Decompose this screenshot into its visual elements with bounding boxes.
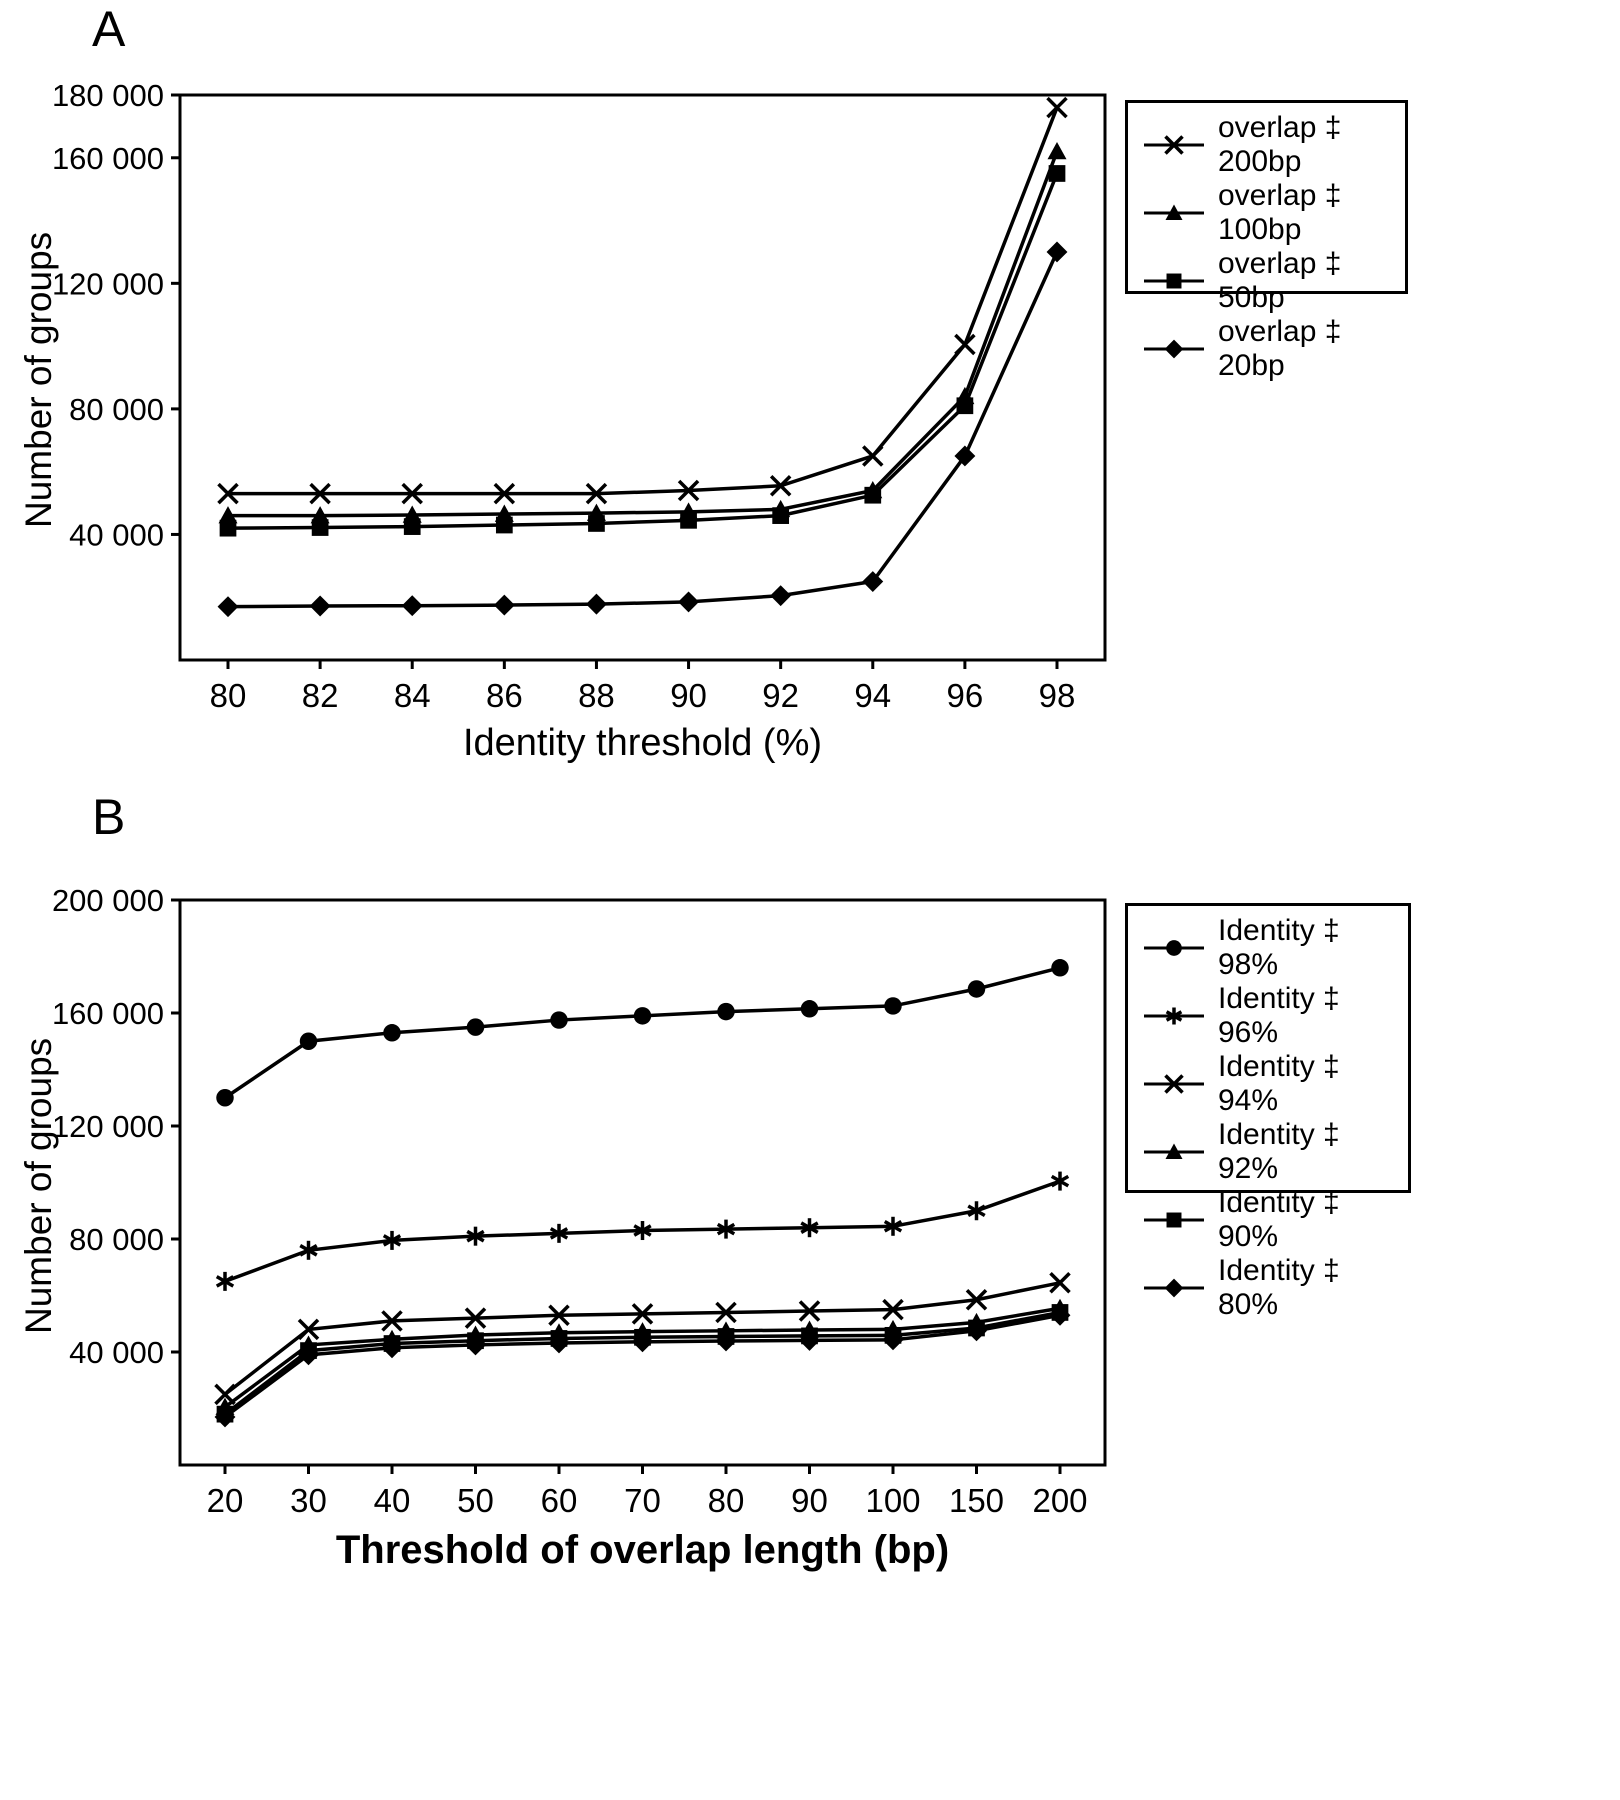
x-tick-label: 90: [791, 1482, 828, 1519]
series-diamond: [217, 241, 1068, 618]
legend-label: overlap ‡ 200bp: [1218, 111, 1342, 178]
y-tick-label: 40 000: [69, 1335, 164, 1370]
asterisk-marker-icon: [1144, 1007, 1204, 1025]
legend-item: Identity ‡ 92%: [1142, 1118, 1394, 1186]
y-tick-label: 160 000: [52, 141, 164, 176]
y-tick-label: 160 000: [52, 996, 164, 1031]
x-tick-label: 40: [374, 1482, 411, 1519]
legend-label: overlap ‡ 50bp: [1218, 247, 1342, 314]
legend-item: Identity ‡ 90%: [1142, 1186, 1394, 1254]
triangle-marker-icon: [1144, 1143, 1204, 1159]
x-tick-label: 150: [949, 1482, 1004, 1519]
square-marker-icon: [1144, 273, 1204, 289]
x-marker-icon: [1144, 135, 1204, 155]
legend-item: overlap ‡ 100bp: [1142, 179, 1391, 247]
series-x: [214, 1272, 1071, 1406]
panel-b-xlabel: Threshold of overlap length (bp): [335, 1528, 950, 1572]
y-axis: 40 000 80 000 120 000 160 000 180 000: [52, 78, 180, 552]
legend-item: Identity ‡ 94%: [1142, 1050, 1394, 1118]
legend-item: Identity ‡ 96%: [1142, 982, 1394, 1050]
legend-label: Identity ‡ 94%: [1218, 1050, 1340, 1117]
y-tick-label: 120 000: [52, 266, 164, 301]
x-tick-label: 96: [947, 677, 984, 714]
panel-a-legend: overlap ‡ 200bp overlap ‡ 100bp overlap ‡ …: [1125, 100, 1408, 382]
series-triangle: [218, 142, 1067, 524]
x-tick-label: 90: [670, 677, 707, 714]
x-tick-label: 82: [302, 677, 339, 714]
x-tick-label: 94: [854, 677, 891, 714]
series-square: [216, 1304, 1069, 1423]
x-axis: 80 82 84 86 88 90 92 94 96 98: [210, 660, 1076, 714]
x-tick-label: 92: [762, 677, 799, 714]
legend-item: Identity ‡ 80%: [1142, 1254, 1394, 1322]
x-tick-label: 60: [541, 1482, 578, 1519]
y-tick-label: 180 000: [52, 78, 164, 113]
x-tick-label: 20: [207, 1482, 244, 1519]
x-tick-label: 80: [708, 1482, 745, 1519]
x-tick-label: 30: [290, 1482, 327, 1519]
legend-label: overlap ‡ 100bp: [1218, 179, 1342, 246]
x-tick-label: 80: [210, 677, 247, 714]
x-tick-label: 70: [624, 1482, 661, 1519]
y-tick-label: 40 000: [69, 517, 164, 552]
x-tick-label: 98: [1039, 677, 1076, 714]
triangle-marker-icon: [1144, 204, 1204, 220]
legend-label: Identity ‡ 92%: [1218, 1118, 1340, 1185]
legend-item: Identity ‡ 98%: [1142, 914, 1394, 982]
x-tick-label: 86: [486, 677, 523, 714]
y-tick-label: 200 000: [52, 883, 164, 918]
x-tick-label: 100: [865, 1482, 920, 1519]
x-tick-label: 50: [457, 1482, 494, 1519]
diamond-marker-icon: [1144, 1278, 1204, 1298]
square-marker-icon: [1144, 1212, 1204, 1228]
panel-b-ylabel: Number of groups: [18, 1037, 59, 1334]
x-tick-label: 84: [394, 677, 431, 714]
legend-label: Identity ‡ 96%: [1218, 982, 1340, 1049]
y-tick-label: 80 000: [69, 392, 164, 427]
legend-label: Identity ‡ 80%: [1218, 1254, 1340, 1321]
x-marker-icon: [1144, 1074, 1204, 1094]
circle-marker-icon: [1144, 940, 1204, 956]
x-tick-label: 200: [1032, 1482, 1087, 1519]
series-x: [217, 96, 1068, 505]
series-square: [219, 165, 1066, 537]
legend-item: overlap ‡ 200bp: [1142, 111, 1391, 179]
legend-item: overlap ‡ 20bp: [1142, 315, 1391, 383]
panel-b-legend: Identity ‡ 98% Identity ‡ 96% Identity ‡ 9…: [1125, 903, 1411, 1321]
legend-label: overlap ‡ 20bp: [1218, 315, 1342, 382]
series-circle: [216, 959, 1069, 1107]
x-tick-label: 88: [578, 677, 615, 714]
x-axis: 20 30 40 50 60 70 80 90 100 150 200: [207, 1465, 1088, 1519]
series-diamond: [214, 1304, 1071, 1428]
y-tick-label: 120 000: [52, 1109, 164, 1144]
diamond-marker-icon: [1144, 339, 1204, 359]
panel-a-letter: A: [92, 1, 126, 57]
legend-label: Identity ‡ 90%: [1218, 1186, 1340, 1253]
series-asterisk: [215, 1171, 1070, 1291]
panel-b-letter: B: [92, 789, 126, 845]
panel-b-plot-area: 40 000 80 000 120 000 160 000 200 000 20 30 40 5…: [52, 883, 1107, 1519]
y-tick-label: 80 000: [69, 1222, 164, 1257]
legend-label: Identity ‡ 98%: [1218, 914, 1340, 981]
panel-a-xlabel: Identity threshold (%): [462, 722, 823, 764]
legend-item: overlap ‡ 50bp: [1142, 247, 1391, 315]
y-axis: 40 000 80 000 120 000 160 000 200 000: [52, 883, 180, 1370]
